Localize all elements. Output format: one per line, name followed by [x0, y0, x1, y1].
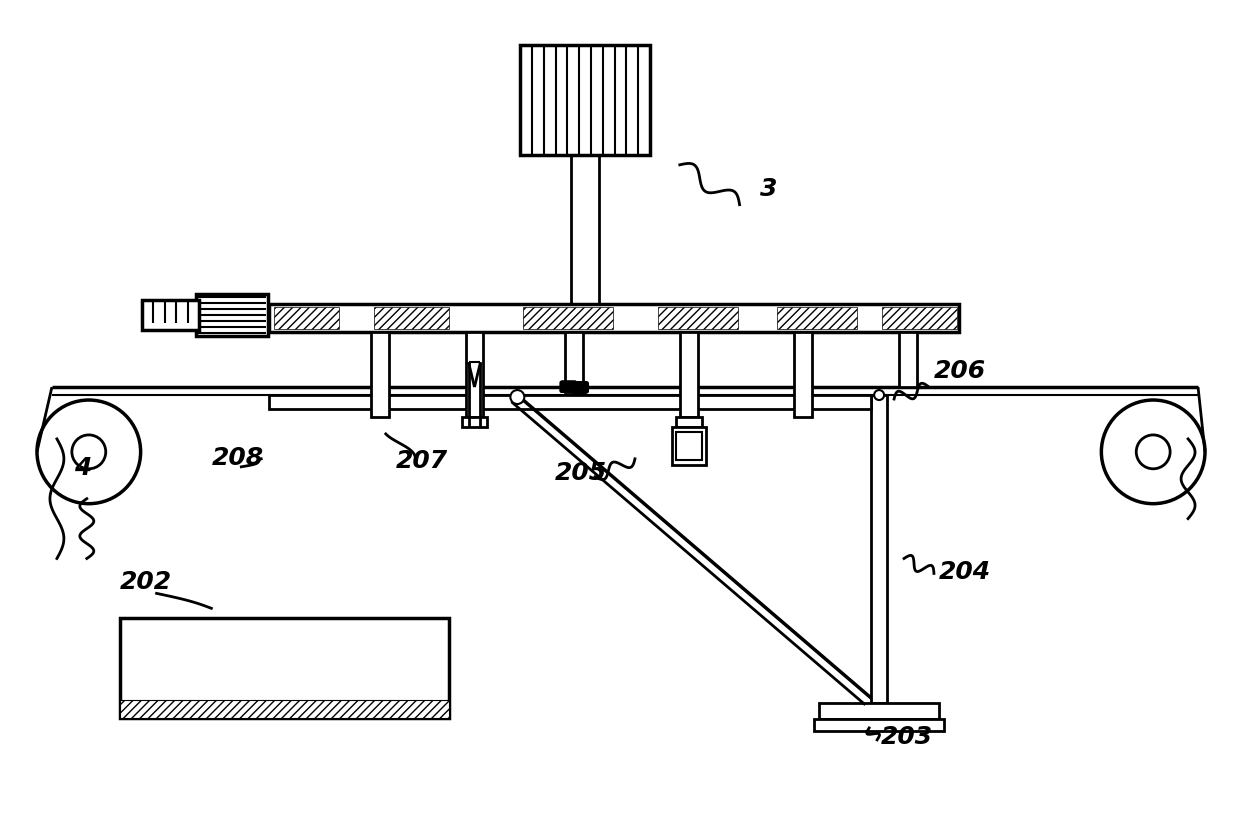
Text: 204: 204 [939, 559, 991, 584]
Text: 206: 206 [934, 359, 986, 382]
Circle shape [37, 400, 140, 504]
Bar [523, 308, 613, 330]
Text: 3: 3 [760, 177, 777, 201]
Bar [141, 301, 200, 331]
Bar [676, 432, 702, 460]
Circle shape [1136, 436, 1171, 469]
Bar [777, 308, 857, 330]
Text: 207: 207 [396, 448, 448, 473]
Bar [274, 308, 339, 330]
Bar [120, 700, 449, 718]
Bar [899, 333, 918, 387]
Bar [795, 333, 812, 418]
Text: 203: 203 [882, 724, 934, 748]
Bar [680, 333, 698, 418]
Text: 208: 208 [211, 446, 264, 469]
Text: 4: 4 [74, 455, 92, 479]
Bar [269, 396, 872, 410]
Circle shape [1101, 400, 1205, 504]
Text: 205: 205 [556, 460, 608, 484]
Circle shape [72, 436, 105, 469]
Bar [872, 396, 887, 704]
Circle shape [874, 391, 884, 400]
Text: 202: 202 [120, 570, 172, 594]
Bar [120, 618, 449, 718]
Bar [815, 719, 944, 731]
Bar [672, 428, 706, 465]
Bar [465, 333, 484, 418]
Bar [676, 418, 702, 428]
Bar [658, 308, 738, 330]
Bar [565, 333, 583, 392]
Bar [521, 46, 650, 156]
Bar [196, 295, 268, 337]
Bar [269, 305, 959, 333]
Bar [461, 418, 487, 428]
Circle shape [511, 391, 525, 405]
Bar [371, 333, 389, 418]
Bar [373, 308, 449, 330]
Bar [882, 308, 957, 330]
Bar [820, 704, 939, 719]
